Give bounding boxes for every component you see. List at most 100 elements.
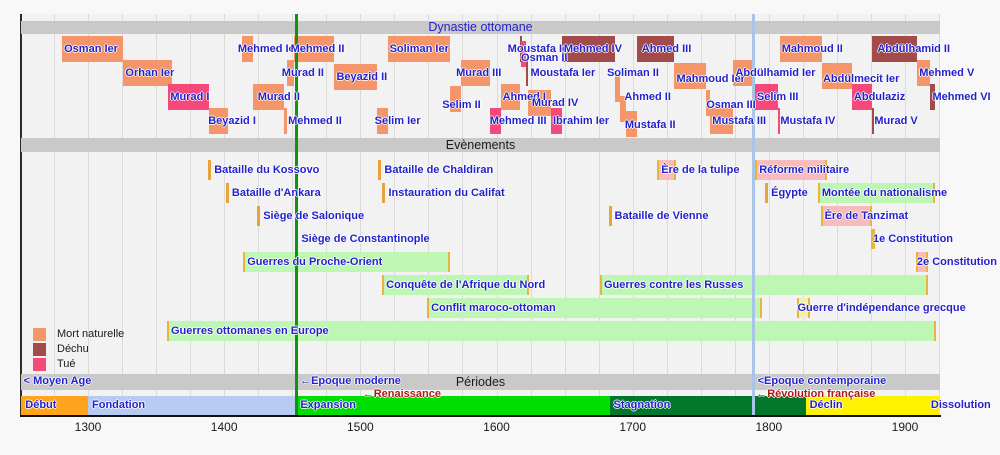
- sultan-label[interactable]: Ahmed III: [641, 43, 692, 55]
- sultan-label[interactable]: Abdulaziz: [853, 91, 906, 103]
- grid-line: [905, 14, 907, 415]
- sultan-label[interactable]: Moustafa Ier: [507, 43, 573, 55]
- sultan-bar: [550, 108, 562, 134]
- event-label[interactable]: Réforme militaire: [759, 164, 850, 176]
- grid-line: [122, 14, 124, 415]
- event-tick: [208, 160, 212, 180]
- sultan-label[interactable]: Mahmoud Ier: [676, 73, 745, 85]
- sultan-label[interactable]: Mehmed Ier: [237, 43, 299, 55]
- sultan-label[interactable]: Murad IV: [531, 97, 579, 109]
- event-label[interactable]: Guerres ottomanes en Europe: [170, 325, 329, 337]
- period-label[interactable]: Début: [25, 399, 57, 411]
- sultan-bar: [526, 60, 529, 86]
- sultan-label[interactable]: Soliman Ier: [389, 43, 449, 55]
- period-label[interactable]: Stagnation: [613, 399, 671, 411]
- event-label[interactable]: Égypte: [771, 187, 808, 199]
- sultan-label[interactable]: Mustafa III: [712, 115, 767, 127]
- era-marker[interactable]: ←Renaissance: [362, 388, 441, 400]
- period-label[interactable]: Expansion: [300, 399, 356, 411]
- era-marker[interactable]: ←Epoque moderne: [300, 375, 401, 387]
- sultan-label[interactable]: Mehmed VI: [932, 91, 991, 103]
- sultan-label[interactable]: Ahmed I: [502, 91, 546, 103]
- event-label[interactable]: Bataille du Kossovo: [214, 164, 320, 176]
- sultan-label[interactable]: Osman II: [521, 52, 568, 64]
- event-tick: [382, 183, 386, 203]
- sultan-label[interactable]: Mehmed II: [290, 43, 345, 55]
- sultan-label[interactable]: Murad II: [281, 67, 324, 79]
- sultan-bar: [387, 36, 451, 62]
- event-label[interactable]: Conflit maroco-ottoman: [431, 302, 556, 314]
- event-tick: [608, 206, 612, 226]
- era-marker[interactable]: < Moyen Age: [23, 375, 92, 387]
- sultan-label[interactable]: Mahmoud II: [781, 43, 843, 55]
- sultan-label[interactable]: Ahmed II: [624, 91, 671, 103]
- sultan-bar: [778, 108, 781, 134]
- event-label[interactable]: Conquête de l'Afrique du Nord: [386, 279, 546, 291]
- event-label[interactable]: Montée du nationalisme: [821, 187, 948, 199]
- sultan-bar: [489, 108, 501, 134]
- sultan-label[interactable]: Ibrahim Ier: [552, 115, 610, 127]
- era-marker[interactable]: <Epoque contemporaine: [757, 375, 887, 387]
- event-label[interactable]: Siège de Constantinople: [301, 233, 430, 245]
- event-label[interactable]: 2e Constitution: [916, 256, 997, 268]
- sultan-bar: [519, 36, 522, 62]
- sultan-bar: [872, 108, 875, 134]
- event-label[interactable]: Bataille d'Ankara: [231, 187, 321, 199]
- sultan-label[interactable]: Moustafa Ier: [530, 67, 596, 79]
- event-tick: [378, 160, 382, 180]
- sultan-label[interactable]: Murad I: [170, 91, 210, 103]
- sultan-label[interactable]: Osman III: [706, 99, 756, 111]
- event-label[interactable]: Guerres du Proche-Orient: [247, 256, 383, 268]
- event-era-box: [870, 229, 876, 249]
- sultan-label[interactable]: Osman Ier: [64, 43, 118, 55]
- sultan-label[interactable]: Abdülhamid II: [877, 43, 951, 55]
- sultan-label[interactable]: Mustafa IV: [780, 115, 836, 127]
- event-label[interactable]: Guerres contre les Russes: [603, 279, 744, 291]
- period-label[interactable]: Déclin: [809, 399, 843, 411]
- period-label-dissolution[interactable]: Dissolution: [930, 399, 991, 411]
- sultan-bar: [710, 108, 734, 134]
- section-header-events: Evènements: [21, 138, 940, 152]
- sultan-label[interactable]: Murad II: [257, 91, 300, 103]
- sultan-bar: [62, 36, 124, 62]
- event-label[interactable]: Guerre d'indépendance grecque: [797, 302, 966, 314]
- era-marker[interactable]: ←Révolution française: [756, 388, 876, 400]
- sultan-label[interactable]: Mehmed III: [489, 115, 547, 127]
- sultan-label[interactable]: Abdülhamid Ier: [735, 67, 816, 79]
- event-label[interactable]: Siège de Salonique: [263, 210, 365, 222]
- sultan-bar: [917, 60, 930, 86]
- event-label[interactable]: 1e Constitution: [872, 233, 954, 245]
- sultan-label[interactable]: Mehmed IV: [563, 43, 622, 55]
- sultan-label[interactable]: Murad V: [874, 115, 918, 127]
- event-era-box: [820, 206, 873, 226]
- sultan-label[interactable]: Mehmed V: [919, 67, 975, 79]
- event-label[interactable]: Instauration du Califat: [388, 187, 505, 199]
- sultan-label[interactable]: Mehmed II: [288, 115, 342, 127]
- legend-label: Tué: [57, 358, 76, 370]
- event-label[interactable]: Ère de Tanzimat: [824, 210, 909, 222]
- sultan-label[interactable]: Selim III: [756, 91, 799, 103]
- sultan-label[interactable]: Selim II: [442, 99, 481, 111]
- sultan-label[interactable]: Beyazid I: [208, 115, 256, 127]
- sultan-label[interactable]: Mustafa II: [624, 119, 676, 131]
- event-label[interactable]: Bataille de Chaldiran: [384, 164, 494, 176]
- sultan-bar: [252, 84, 285, 110]
- sultan-label[interactable]: Abdülmecit Ier: [822, 73, 900, 85]
- periods-title: Périodes: [455, 375, 506, 389]
- sultan-label[interactable]: Soliman II: [606, 67, 659, 79]
- sultan-label[interactable]: Murad III: [456, 67, 502, 79]
- event-label[interactable]: Ère de la tulipe: [661, 164, 740, 176]
- sultan-label[interactable]: Beyazid II: [336, 71, 388, 83]
- event-label[interactable]: Bataille de Vienne: [614, 210, 709, 222]
- period-label[interactable]: Fondation: [92, 399, 146, 411]
- sultan-bar: [929, 84, 935, 110]
- grid-line: [428, 14, 430, 415]
- events-title: Evènements: [445, 138, 516, 152]
- sultan-label[interactable]: Orhan Ier: [125, 67, 175, 79]
- sultan-label[interactable]: Selim Ier: [374, 115, 421, 127]
- event-era-box: [915, 252, 929, 272]
- event-tick: [765, 183, 769, 203]
- sultan-bar: [334, 64, 377, 90]
- grid-line: [666, 14, 668, 415]
- sultan-bar: [753, 84, 779, 110]
